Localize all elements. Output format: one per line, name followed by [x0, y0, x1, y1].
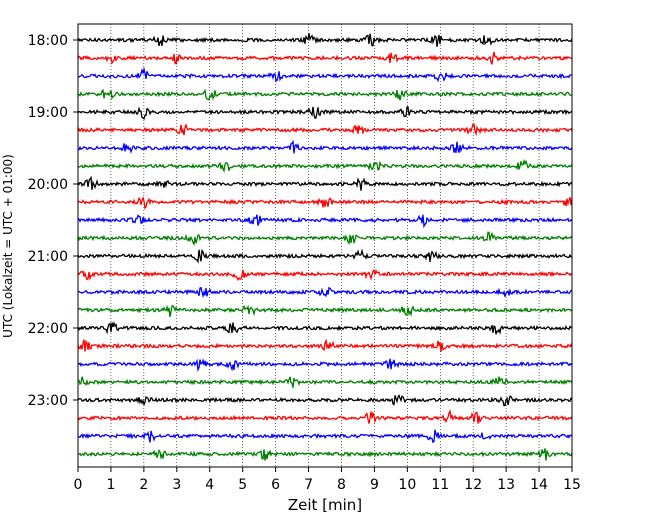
x-tick-label: 11 — [431, 477, 449, 493]
trace-row-1930 — [77, 139, 573, 154]
y-tick-label: 21:00 — [28, 249, 68, 265]
trace-row-1815 — [77, 51, 573, 65]
y-axis-label: UTC (Lokalzeit = UTC + 01:00) — [1, 154, 15, 338]
x-tick-label: 7 — [304, 477, 313, 493]
trace-layer — [77, 33, 573, 461]
x-tick-label: 6 — [271, 477, 280, 493]
y-tick-label: 20:00 — [28, 177, 68, 193]
x-tick-label: 3 — [172, 477, 181, 493]
trace-row-1800 — [77, 33, 573, 47]
grid-layer — [110, 24, 540, 467]
trace-row-2200 — [77, 321, 573, 335]
x-tick-label: 4 — [205, 477, 214, 493]
x-tick-label: 12 — [464, 477, 482, 493]
trace-row-2030 — [77, 214, 573, 229]
trace-row-2245 — [77, 376, 573, 388]
trace-row-1830 — [77, 66, 573, 83]
trace-row-2115 — [77, 268, 573, 282]
x-tick-label: 15 — [563, 477, 581, 493]
trace-row-1915 — [77, 123, 573, 137]
trace-row-1945 — [77, 158, 573, 173]
trace-row-2300 — [77, 394, 573, 407]
trace-row-2145 — [77, 304, 573, 318]
plot-frame — [77, 23, 573, 468]
trace-row-2345 — [77, 448, 573, 461]
y-axis: 18:00 19:00 20:00 21:00 22:00 23:00 — [28, 33, 78, 409]
x-tick-label: 10 — [398, 477, 416, 493]
trace-row-2015 — [77, 196, 573, 210]
y-tick-label: 19:00 — [28, 105, 68, 121]
x-tick-label: 2 — [139, 477, 148, 493]
x-axis-label: Zeit [min] — [288, 496, 362, 514]
x-tick-label: 14 — [530, 477, 548, 493]
trace-row-1900 — [77, 106, 573, 121]
x-tick-label: 13 — [497, 477, 515, 493]
y-tick-label: 18:00 — [28, 33, 68, 49]
trace-row-2000 — [77, 175, 573, 191]
x-tick-label: 0 — [74, 477, 83, 493]
x-axis: 0 1 2 3 4 5 6 7 8 9 10 11 12 13 14 15 — [74, 467, 581, 493]
y-tick-label: 22:00 — [28, 321, 68, 337]
trace-row-2315 — [77, 409, 573, 424]
y-tick-label: 23:00 — [28, 393, 68, 409]
trace-row-2230 — [77, 358, 573, 373]
x-tick-label: 1 — [106, 477, 115, 493]
x-tick-label: 8 — [337, 477, 346, 493]
trace-row-2330 — [77, 429, 573, 444]
trace-row-2130 — [77, 286, 573, 299]
x-tick-label: 9 — [370, 477, 379, 493]
trace-row-2215 — [77, 338, 573, 352]
trace-row-1845 — [77, 88, 573, 101]
trace-row-2100 — [77, 248, 573, 264]
trace-row-2045 — [77, 231, 573, 247]
x-tick-label: 5 — [238, 477, 247, 493]
